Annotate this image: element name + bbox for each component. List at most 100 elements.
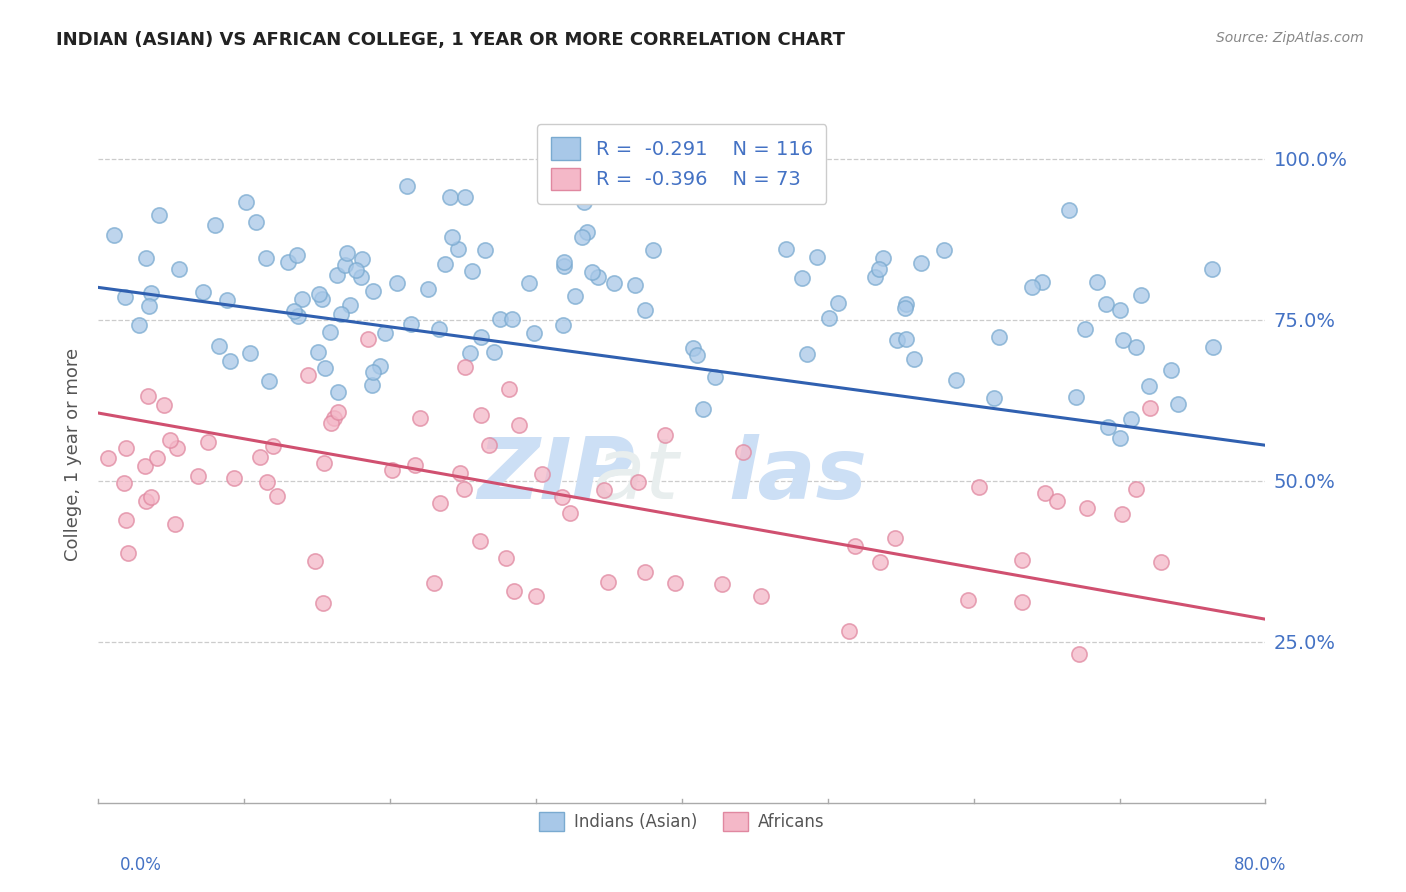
Point <box>368 359 391 373</box>
Point <box>1160 363 1182 377</box>
Point <box>893 301 915 316</box>
Point <box>1112 334 1135 348</box>
Point <box>838 624 860 639</box>
Point <box>517 277 540 291</box>
Point <box>508 418 530 433</box>
Point <box>135 251 157 265</box>
Point <box>191 285 214 300</box>
Point <box>112 475 135 490</box>
Point <box>553 254 575 268</box>
Point <box>903 352 925 367</box>
Text: Source: ZipAtlas.com: Source: ZipAtlas.com <box>1216 31 1364 45</box>
Point <box>1111 507 1133 521</box>
Point <box>218 354 240 368</box>
Point <box>245 215 267 229</box>
Point <box>1033 486 1056 500</box>
Point <box>449 466 471 480</box>
Point <box>749 589 772 603</box>
Point <box>934 243 956 257</box>
Point <box>1021 279 1043 293</box>
Point <box>166 441 188 455</box>
Text: las: las <box>728 434 868 517</box>
Point <box>1067 647 1090 661</box>
Point <box>336 246 359 260</box>
Point <box>115 442 138 456</box>
Point <box>574 194 596 209</box>
Point <box>254 252 277 266</box>
Point <box>686 348 709 362</box>
Point <box>319 416 342 430</box>
Point <box>138 299 160 313</box>
Point <box>262 439 284 453</box>
Point <box>1074 322 1097 336</box>
Point <box>165 516 187 531</box>
Point <box>114 290 136 304</box>
Point <box>1119 411 1142 425</box>
Point <box>664 575 686 590</box>
Point <box>1011 595 1033 609</box>
Point <box>602 276 624 290</box>
Point <box>872 251 894 265</box>
Point <box>148 208 170 222</box>
Point <box>1066 390 1088 404</box>
Point <box>502 583 524 598</box>
Point <box>575 225 598 239</box>
Point <box>1085 275 1108 289</box>
Point <box>551 318 574 332</box>
Point <box>553 259 575 273</box>
Point <box>440 230 463 244</box>
Point <box>235 194 257 209</box>
Point <box>117 546 139 560</box>
Text: at: at <box>592 434 679 517</box>
Point <box>326 268 349 282</box>
Point <box>308 287 330 301</box>
Point <box>283 304 305 318</box>
Point <box>374 326 396 341</box>
Point <box>495 551 517 566</box>
Point <box>333 258 356 272</box>
Point <box>894 297 917 311</box>
Point <box>145 450 167 465</box>
Point <box>304 554 326 568</box>
Point <box>350 270 373 285</box>
Point <box>439 189 461 203</box>
Point <box>627 475 650 489</box>
Point <box>865 269 887 284</box>
Point <box>399 317 422 331</box>
Point <box>524 589 547 603</box>
Point <box>692 401 714 416</box>
Point <box>598 574 620 589</box>
Text: ZIP: ZIP <box>478 434 636 517</box>
Point <box>883 531 905 545</box>
Point <box>869 555 891 569</box>
Point <box>790 271 813 285</box>
Point <box>204 219 226 233</box>
Point <box>1031 275 1053 289</box>
Point <box>711 576 734 591</box>
Y-axis label: College, 1 year or more: College, 1 year or more <box>65 349 83 561</box>
Point <box>1139 401 1161 416</box>
Point <box>409 411 432 425</box>
Point <box>395 179 418 194</box>
Point <box>796 347 818 361</box>
Point <box>266 489 288 503</box>
Point <box>478 437 501 451</box>
Point <box>634 565 657 579</box>
Point <box>1125 482 1147 496</box>
Point <box>501 312 523 326</box>
Point <box>956 592 979 607</box>
Point <box>945 373 967 387</box>
Point <box>167 262 190 277</box>
Point <box>733 445 755 459</box>
Point <box>361 377 384 392</box>
Text: 80.0%: 80.0% <box>1234 855 1286 873</box>
Point <box>827 296 849 310</box>
Point <box>1095 297 1118 311</box>
Point <box>454 359 477 374</box>
Point <box>488 312 510 326</box>
Point <box>277 254 299 268</box>
Point <box>136 389 159 403</box>
Point <box>134 458 156 473</box>
Point <box>550 490 572 504</box>
Point <box>135 493 157 508</box>
